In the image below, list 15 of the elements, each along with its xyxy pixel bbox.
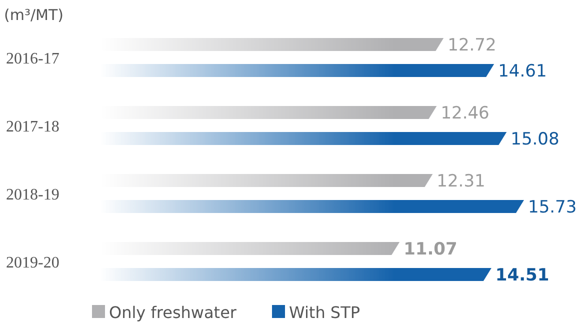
data-label: 15.08 — [510, 130, 560, 150]
y-axis-title: (m³/MT) — [4, 6, 64, 24]
legend-label: Only freshwater — [109, 303, 237, 322]
data-label: 11.07 — [404, 240, 458, 260]
data-label: 14.51 — [495, 266, 550, 286]
data-label: 12.46 — [440, 104, 490, 124]
data-label: 12.31 — [436, 172, 486, 192]
data-label: 14.61 — [498, 62, 547, 82]
y-tick-label: 2019-20 — [6, 254, 60, 272]
data-label: 15.73 — [528, 198, 577, 218]
y-tick-label: 2017-18 — [6, 118, 60, 136]
y-tick-label: 2016-17 — [6, 50, 60, 68]
data-label: 12.72 — [448, 36, 496, 56]
y-tick-label: 2018-19 — [6, 186, 60, 204]
legend-label: With STP — [289, 303, 360, 322]
